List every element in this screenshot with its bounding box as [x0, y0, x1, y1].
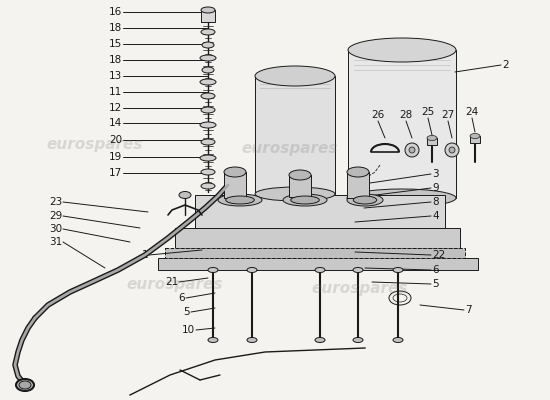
Text: 15: 15 [109, 39, 122, 49]
Ellipse shape [202, 42, 214, 48]
Ellipse shape [224, 167, 246, 177]
Text: eurospares: eurospares [312, 280, 408, 296]
Text: 5: 5 [432, 279, 439, 289]
Bar [289, 175, 311, 197]
Text: 22: 22 [432, 250, 446, 260]
Text: 10: 10 [182, 325, 195, 335]
Bar [201, 10, 215, 22]
Bar [165, 248, 465, 258]
Ellipse shape [393, 268, 403, 272]
Ellipse shape [224, 194, 246, 202]
Ellipse shape [353, 268, 363, 272]
Text: 3: 3 [432, 169, 439, 179]
Ellipse shape [347, 167, 369, 177]
Ellipse shape [201, 183, 215, 189]
Ellipse shape [348, 189, 456, 207]
Bar [470, 136, 480, 143]
Text: eurospares: eurospares [242, 140, 338, 156]
Text: 20: 20 [109, 135, 122, 145]
Polygon shape [195, 195, 445, 228]
Ellipse shape [289, 193, 311, 201]
Text: 25: 25 [421, 107, 434, 117]
Text: 7: 7 [465, 305, 472, 315]
Bar [427, 138, 437, 145]
Circle shape [449, 147, 455, 153]
Text: 26: 26 [371, 110, 384, 120]
Text: 27: 27 [441, 110, 455, 120]
Ellipse shape [315, 338, 325, 342]
Ellipse shape [208, 338, 218, 342]
Ellipse shape [353, 338, 363, 342]
Ellipse shape [208, 268, 218, 272]
Ellipse shape [347, 194, 383, 206]
Ellipse shape [19, 381, 31, 389]
Polygon shape [175, 228, 460, 248]
Text: 24: 24 [465, 107, 478, 117]
Circle shape [445, 143, 459, 157]
Text: 6: 6 [432, 265, 439, 275]
Text: 8: 8 [432, 197, 439, 207]
Ellipse shape [255, 187, 335, 201]
Text: 2: 2 [502, 60, 509, 70]
Text: 18: 18 [109, 55, 122, 65]
Ellipse shape [16, 379, 34, 391]
Ellipse shape [201, 29, 215, 35]
Bar [224, 172, 246, 198]
Text: 12: 12 [109, 103, 122, 113]
Ellipse shape [247, 338, 257, 342]
Ellipse shape [255, 66, 335, 86]
Text: 1: 1 [141, 250, 148, 260]
Circle shape [409, 147, 415, 153]
Bar [255, 76, 335, 194]
Ellipse shape [283, 194, 327, 206]
Ellipse shape [201, 7, 215, 13]
Ellipse shape [289, 170, 311, 180]
Ellipse shape [247, 268, 257, 272]
Ellipse shape [200, 79, 216, 85]
Text: 4: 4 [432, 211, 439, 221]
Text: 14: 14 [109, 118, 122, 128]
Ellipse shape [348, 38, 456, 62]
Ellipse shape [200, 122, 216, 128]
Bar [158, 258, 478, 270]
Circle shape [405, 143, 419, 157]
Bar [348, 50, 456, 198]
Text: 21: 21 [165, 277, 178, 287]
Text: 18: 18 [109, 23, 122, 33]
Bar [347, 172, 369, 198]
Ellipse shape [201, 169, 215, 175]
Text: 28: 28 [399, 110, 412, 120]
Ellipse shape [291, 196, 320, 204]
Text: 19: 19 [109, 152, 122, 162]
Ellipse shape [393, 338, 403, 342]
Ellipse shape [315, 268, 325, 272]
Text: 9: 9 [432, 183, 439, 193]
Ellipse shape [226, 196, 254, 204]
Ellipse shape [201, 139, 215, 145]
Text: 30: 30 [49, 224, 62, 234]
Text: 13: 13 [109, 71, 122, 81]
Text: 6: 6 [178, 293, 185, 303]
Text: eurospares: eurospares [126, 278, 223, 292]
Text: 11: 11 [109, 87, 122, 97]
Ellipse shape [470, 134, 480, 138]
Ellipse shape [218, 194, 262, 206]
Ellipse shape [179, 192, 191, 198]
Text: 16: 16 [109, 7, 122, 17]
Ellipse shape [202, 67, 214, 73]
Text: 23: 23 [49, 197, 62, 207]
Text: 17: 17 [109, 168, 122, 178]
Ellipse shape [201, 107, 215, 113]
Ellipse shape [347, 194, 369, 202]
Ellipse shape [200, 155, 216, 161]
Ellipse shape [353, 196, 377, 204]
Text: eurospares: eurospares [47, 138, 143, 152]
Text: 29: 29 [49, 211, 62, 221]
Ellipse shape [201, 93, 215, 99]
Text: 31: 31 [49, 237, 62, 247]
Text: 5: 5 [183, 307, 190, 317]
Ellipse shape [200, 55, 216, 61]
Ellipse shape [427, 136, 437, 140]
